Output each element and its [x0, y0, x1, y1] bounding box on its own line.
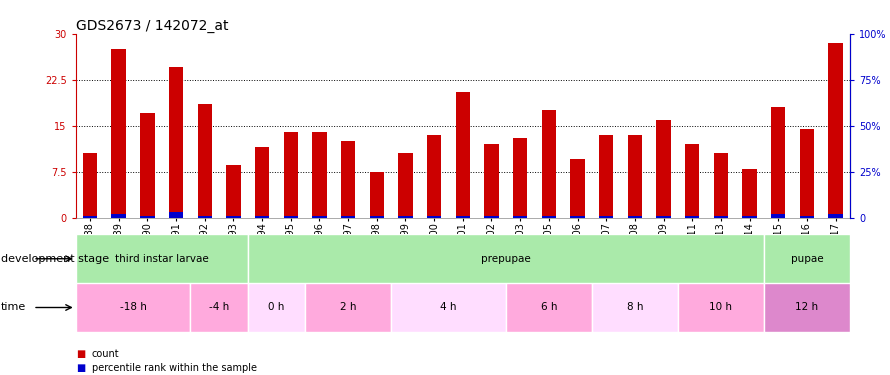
- Bar: [513, 138, 527, 218]
- Bar: [678, 283, 764, 332]
- Bar: [542, 216, 556, 217]
- Bar: [369, 216, 384, 217]
- Text: 12 h: 12 h: [796, 303, 819, 312]
- Bar: [111, 49, 125, 217]
- Text: 2 h: 2 h: [340, 303, 356, 312]
- Bar: [570, 159, 585, 218]
- Bar: [829, 43, 843, 218]
- Text: 10 h: 10 h: [709, 303, 732, 312]
- Bar: [247, 283, 305, 332]
- Bar: [592, 283, 678, 332]
- Text: development stage: development stage: [1, 254, 109, 264]
- Bar: [742, 168, 756, 217]
- Bar: [714, 216, 728, 217]
- Text: GDS2673 / 142072_at: GDS2673 / 142072_at: [76, 19, 228, 33]
- Bar: [76, 234, 247, 283]
- Bar: [742, 216, 756, 217]
- Bar: [399, 216, 413, 217]
- Bar: [190, 283, 247, 332]
- Bar: [599, 216, 613, 217]
- Bar: [198, 104, 212, 218]
- Text: pupae: pupae: [790, 254, 823, 264]
- Bar: [771, 214, 786, 217]
- Bar: [456, 216, 470, 217]
- Bar: [399, 153, 413, 218]
- Bar: [369, 172, 384, 217]
- Bar: [627, 135, 642, 218]
- Bar: [427, 135, 441, 218]
- Text: prepupae: prepupae: [481, 254, 530, 264]
- Bar: [800, 216, 814, 217]
- Bar: [800, 129, 814, 217]
- Bar: [169, 68, 183, 218]
- Bar: [341, 216, 355, 217]
- Bar: [255, 147, 270, 218]
- Text: 8 h: 8 h: [627, 303, 643, 312]
- Bar: [305, 283, 391, 332]
- Bar: [341, 141, 355, 218]
- Bar: [685, 144, 700, 218]
- Text: 4 h: 4 h: [441, 303, 457, 312]
- Text: count: count: [92, 350, 119, 359]
- Bar: [284, 216, 298, 217]
- Bar: [427, 216, 441, 217]
- Text: 6 h: 6 h: [540, 303, 557, 312]
- Bar: [484, 216, 498, 217]
- Text: 0 h: 0 h: [268, 303, 285, 312]
- Bar: [599, 135, 613, 218]
- Bar: [771, 107, 786, 218]
- Text: percentile rank within the sample: percentile rank within the sample: [92, 363, 256, 373]
- Text: ■: ■: [76, 350, 85, 359]
- Bar: [829, 214, 843, 217]
- Bar: [312, 132, 327, 218]
- Bar: [312, 216, 327, 217]
- Bar: [685, 216, 700, 217]
- Text: ■: ■: [76, 363, 85, 373]
- Bar: [247, 234, 764, 283]
- Text: -18 h: -18 h: [119, 303, 147, 312]
- Text: -4 h: -4 h: [209, 303, 229, 312]
- Bar: [484, 144, 498, 218]
- Bar: [391, 283, 506, 332]
- Bar: [627, 216, 642, 217]
- Bar: [141, 216, 155, 217]
- Bar: [83, 216, 97, 217]
- Bar: [456, 92, 470, 218]
- Bar: [169, 212, 183, 217]
- Bar: [83, 153, 97, 218]
- Bar: [513, 216, 528, 217]
- Bar: [255, 216, 270, 217]
- Text: third instar larvae: third instar larvae: [115, 254, 208, 264]
- Bar: [198, 216, 212, 217]
- Bar: [657, 120, 671, 218]
- Bar: [570, 216, 585, 217]
- Bar: [764, 234, 850, 283]
- Bar: [764, 283, 850, 332]
- Bar: [111, 214, 125, 217]
- Bar: [284, 132, 298, 218]
- Bar: [542, 110, 556, 218]
- Bar: [506, 283, 592, 332]
- Bar: [657, 216, 671, 217]
- Bar: [76, 283, 190, 332]
- Bar: [714, 153, 728, 218]
- Bar: [226, 165, 240, 218]
- Text: time: time: [1, 303, 26, 312]
- Bar: [226, 216, 240, 217]
- Bar: [141, 113, 155, 218]
